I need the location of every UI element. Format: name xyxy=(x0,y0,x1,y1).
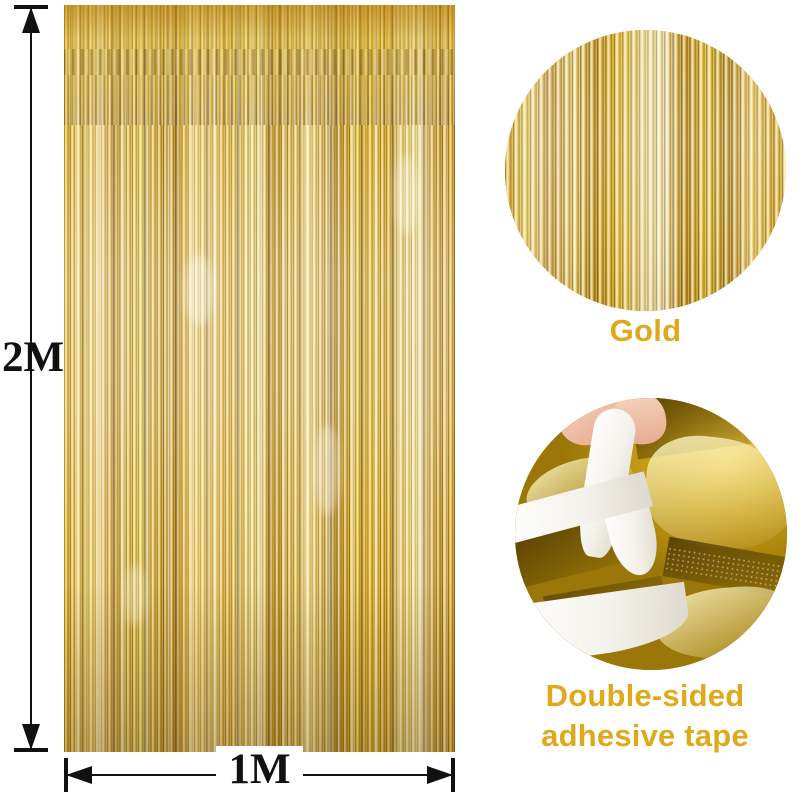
width-label: 1M xyxy=(0,746,519,793)
gold-swatch-sheen xyxy=(505,30,786,311)
dimension-cap-top xyxy=(14,5,48,9)
foil-shadow-strips xyxy=(64,5,455,752)
callout-adhesive-tape xyxy=(515,398,787,670)
adhesive-tape-caption-line2: adhesive tape xyxy=(541,717,749,753)
foil-glint xyxy=(184,255,214,325)
adhesive-tape-caption-line1: Double-sided xyxy=(545,678,745,713)
curtain-valance-edge xyxy=(64,49,455,75)
arrowhead-left-icon xyxy=(66,765,92,784)
gold-swatch-strips xyxy=(505,30,786,311)
adhesive-tape-caption: Double-sided adhesive tape xyxy=(490,676,800,755)
height-dimension-arrow xyxy=(14,5,48,752)
dimension-cap-left xyxy=(64,758,68,792)
arrowhead-up-icon xyxy=(21,7,40,33)
width-label-text: 1M xyxy=(216,746,303,793)
dimension-cap-bottom xyxy=(14,748,48,752)
foil-highlight-strips xyxy=(64,5,455,752)
gold-caption: Gold xyxy=(609,313,682,348)
foil-glint xyxy=(124,565,146,625)
height-label: 2M xyxy=(2,334,65,381)
callout-gold-swatch xyxy=(505,30,786,311)
arrowhead-down-icon xyxy=(21,724,40,750)
foil-glint xyxy=(394,155,418,235)
curtain-top-valance xyxy=(64,5,455,125)
dimension-cap-right xyxy=(451,758,455,792)
foil-glint xyxy=(314,425,340,515)
foil-sheen-columns xyxy=(64,5,455,752)
arrowhead-right-icon xyxy=(427,765,453,784)
dimension-line-vertical xyxy=(30,5,33,752)
main-product-image xyxy=(64,5,455,752)
curtain-bottom-shadow xyxy=(64,582,455,752)
